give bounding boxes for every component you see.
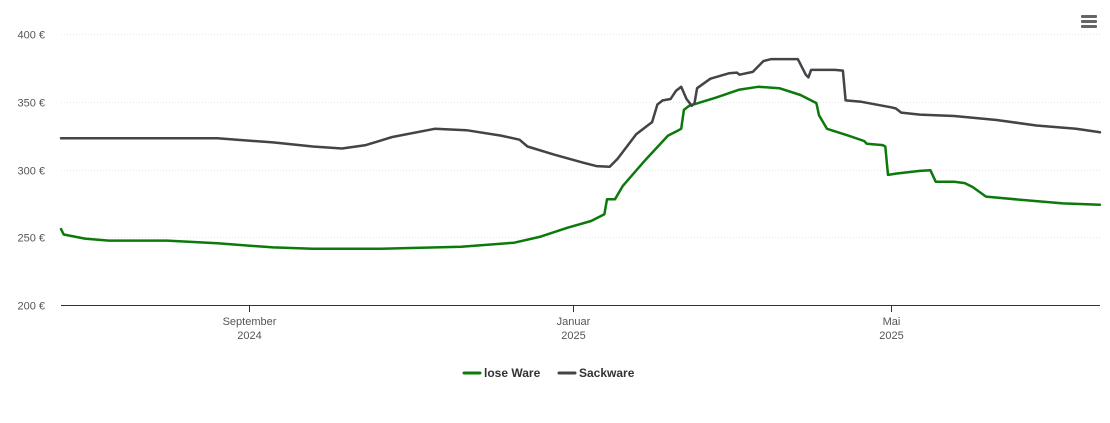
legend-item[interactable]: Sackware [557,366,635,380]
legend[interactable]: lose Ware Sackware [462,366,635,380]
x-tick-year: 2025 [561,330,585,342]
legend-label: Sackware [579,366,635,380]
x-tick-month: Mai [883,316,901,328]
y-tick-label: 300 € [17,166,45,178]
y-tick-label: 350 € [17,98,45,110]
y-tick-label: 400 € [17,30,45,42]
legend-label: lose Ware [484,366,541,380]
y-tick-label: 250 € [17,233,45,245]
series-line-sackware [59,57,1102,169]
x-tick-month: September [223,316,277,328]
hamburger-menu-icon[interactable] [1078,12,1100,32]
series-line-lose-ware [59,85,1102,251]
x-axis: September 2024 Januar 2025 Mai 2025 [61,305,1100,342]
x-tick-year: 2025 [879,330,903,342]
series-group [59,57,1102,251]
grid [61,34,1100,238]
y-axis: 200 € 250 € 300 € 350 € 400 € [17,30,45,313]
y-tick-label: 200 € [17,301,45,313]
legend-item[interactable]: lose Ware [462,366,541,380]
x-tick-month: Januar [557,316,591,328]
x-tick-year: 2024 [237,330,261,342]
